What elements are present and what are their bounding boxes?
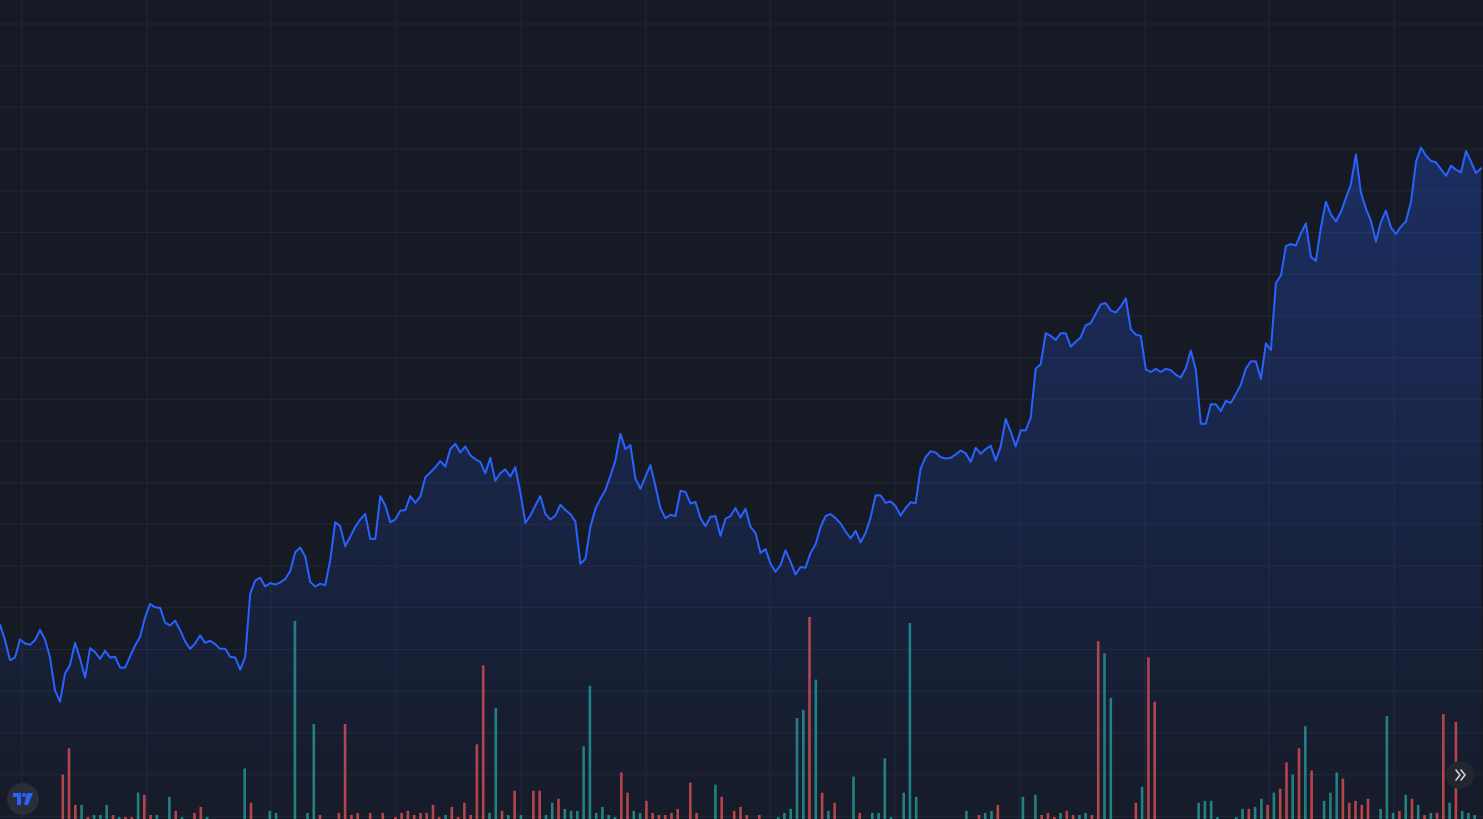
scroll-to-realtime-button[interactable] (1446, 761, 1474, 789)
double-chevron-right-icon (1455, 769, 1466, 781)
tradingview-logo-button[interactable] (7, 783, 39, 815)
tradingview-logo-icon (13, 793, 33, 805)
price-area-fill (0, 147, 1481, 819)
price-line (0, 146, 1482, 703)
